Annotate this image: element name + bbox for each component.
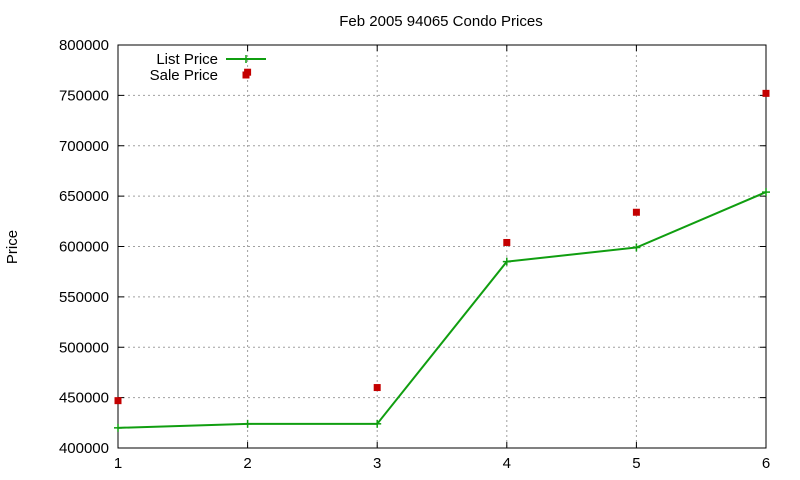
x-tick-label: 4	[503, 455, 511, 472]
x-tick-label: 3	[373, 455, 381, 472]
x-tick-label: 5	[632, 455, 640, 472]
y-tick-label: 650000	[59, 188, 109, 205]
y-tick-label: 750000	[59, 87, 109, 104]
legend-label-sale-price: Sale Price	[150, 67, 218, 84]
sale-price-point	[762, 89, 770, 97]
list-price-line	[117, 191, 767, 429]
legend-label-list-price: List Price	[156, 51, 218, 68]
list-price-point	[243, 419, 252, 428]
y-tick-label: 700000	[59, 138, 109, 155]
y-tick-label: 550000	[59, 289, 109, 306]
chart-title: Feb 2005 94065 Condo Prices	[339, 13, 542, 30]
series-layer	[114, 68, 770, 432]
x-tick-label: 6	[762, 455, 770, 472]
y-tick-label: 400000	[59, 440, 109, 457]
list-price-point	[373, 419, 382, 428]
list-price-point	[762, 188, 770, 197]
list-price-point	[632, 243, 641, 252]
y-tick-label: 600000	[59, 239, 109, 256]
y-tick-label: 450000	[59, 390, 109, 407]
x-tick-label: 2	[243, 455, 251, 472]
sale-price-point	[632, 208, 640, 216]
legend-swatch-sale-price	[242, 71, 250, 79]
axis-ticks: 1 2 3 4 5 6 400000 450000 500000 550000 600000 6500…	[59, 37, 770, 472]
grid	[118, 45, 766, 448]
y-tick-label: 500000	[59, 339, 109, 356]
y-axis-label: Price	[4, 230, 21, 264]
list-price-point	[114, 423, 122, 432]
sale-price-point	[503, 238, 511, 246]
legend-marker-list-price	[242, 55, 250, 63]
sale-price-point	[114, 397, 122, 405]
x-tick-label: 1	[114, 455, 122, 472]
list-price-point	[502, 257, 511, 266]
y-tick-label: 800000	[59, 37, 109, 54]
sale-price-point	[373, 384, 381, 392]
